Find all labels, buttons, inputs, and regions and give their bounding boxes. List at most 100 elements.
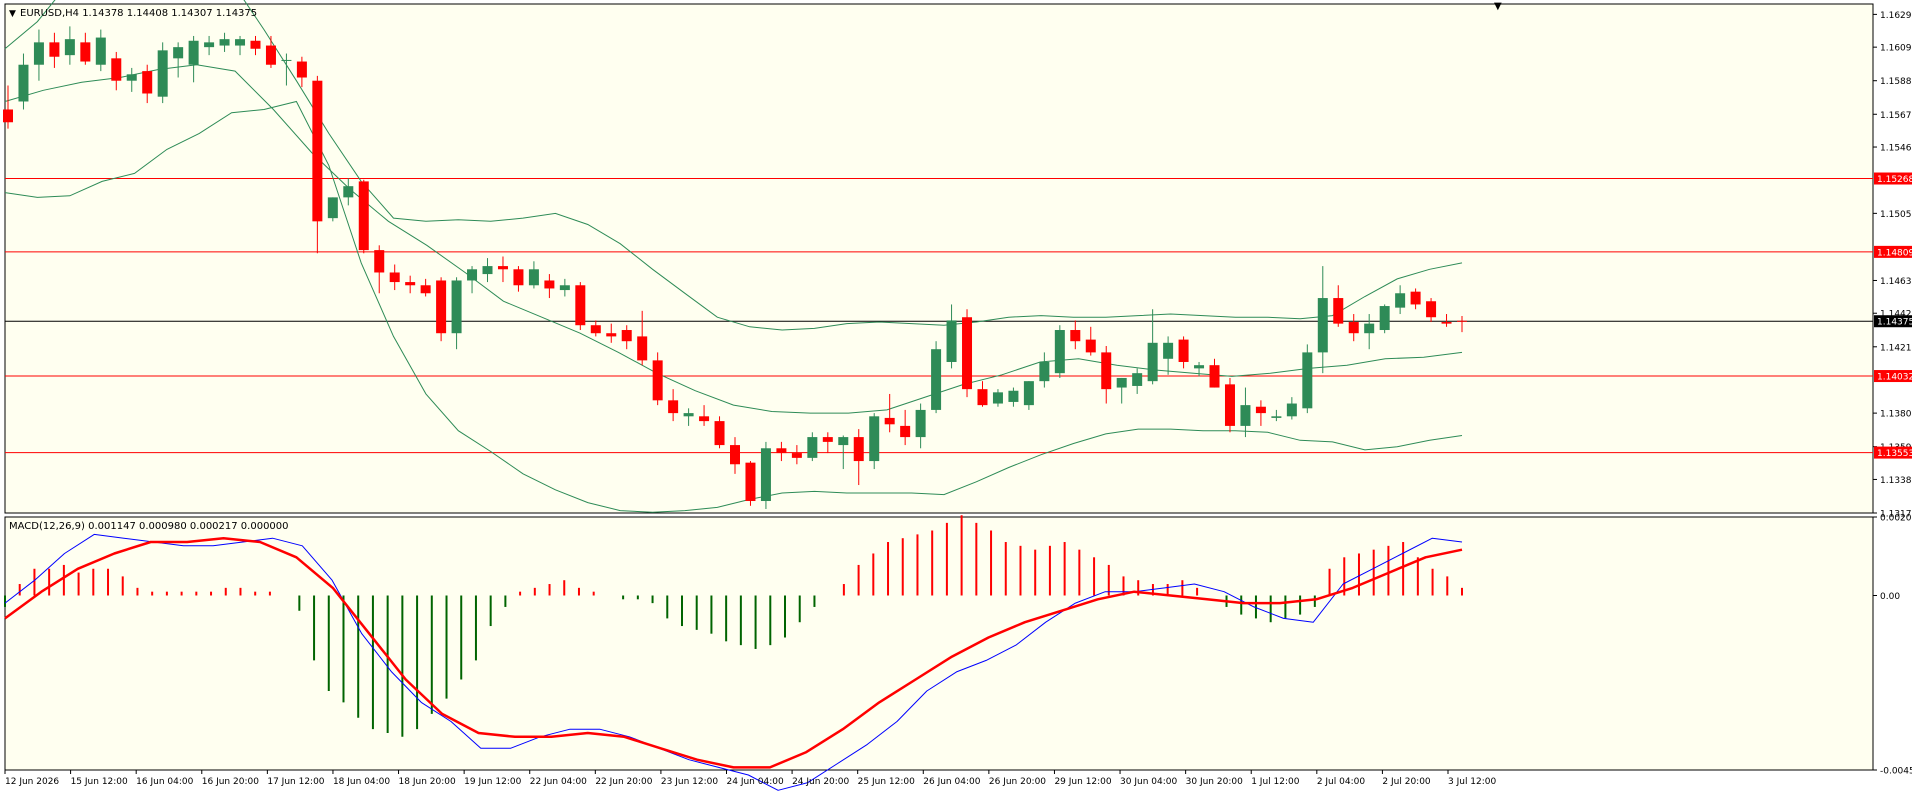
candle — [1163, 336, 1174, 375]
candle-body — [296, 61, 307, 78]
candle — [250, 35, 261, 56]
level-price-label: 1.15268 — [1877, 175, 1912, 185]
candle-body — [358, 181, 369, 251]
candle-body — [1224, 384, 1235, 426]
candle-body — [18, 64, 29, 102]
candle — [420, 278, 431, 297]
time-tick-label: 30 Jun 04:00 — [1120, 777, 1177, 787]
candle — [49, 32, 60, 68]
macd-histogram — [4, 515, 1463, 737]
level-price-tag — [1874, 172, 1912, 185]
candle — [343, 178, 354, 206]
candle-body — [405, 282, 416, 286]
candle — [668, 389, 679, 422]
candle — [1023, 381, 1034, 410]
candle — [1008, 387, 1019, 407]
candle-body — [1163, 342, 1174, 359]
candle-body — [374, 250, 385, 273]
shift-marker-icon[interactable]: ▼ — [1494, 1, 1502, 12]
candle — [1333, 285, 1344, 327]
candle-body — [760, 448, 771, 502]
candle — [838, 435, 849, 470]
candle-body — [1364, 323, 1375, 334]
level-price-label: 1.14032 — [1877, 373, 1912, 383]
candle-body — [962, 317, 973, 390]
candle-body — [1426, 301, 1437, 318]
symbol-header: EURUSD,H4 1.14378 1.14408 1.14307 1.1437… — [20, 8, 257, 19]
candle — [1348, 314, 1359, 342]
candle-body — [884, 417, 895, 425]
candle — [358, 179, 369, 254]
macd-pane[interactable] — [4, 516, 1874, 771]
candle — [807, 432, 818, 462]
candle-body — [683, 413, 694, 417]
candle — [730, 437, 740, 474]
candle — [606, 323, 617, 343]
candle — [900, 409, 911, 446]
candle-body — [436, 280, 447, 334]
candle — [219, 32, 230, 52]
candle-body — [1116, 377, 1127, 388]
candle-body — [126, 74, 137, 81]
candle — [1224, 377, 1235, 433]
candle — [528, 261, 539, 289]
macd-tick-label: 0.002055 — [1880, 514, 1912, 524]
level-price-label: 1.14809 — [1877, 248, 1912, 258]
candle-body — [250, 40, 261, 49]
candle — [374, 245, 385, 294]
candle-body — [699, 416, 710, 422]
candle-body — [807, 437, 818, 458]
time-tick-label: 26 Jun 04:00 — [923, 777, 980, 787]
candle-body — [420, 285, 431, 294]
time-tick-label: 2 Jul 20:00 — [1382, 777, 1431, 787]
candle — [157, 42, 168, 104]
candle-body — [80, 42, 91, 62]
price-tick-label: 1.16090 — [1880, 44, 1912, 54]
window-menu-icon[interactable]: ▼ — [9, 9, 16, 19]
candle — [126, 67, 137, 92]
price-tick-label: 1.15880 — [1880, 77, 1912, 87]
candle — [621, 325, 632, 350]
candle — [188, 35, 199, 83]
time-tick-label: 12 Jun 2026 — [5, 777, 59, 787]
candle — [946, 304, 957, 369]
candle-body — [3, 109, 13, 123]
candle — [1255, 400, 1266, 426]
candle-body — [64, 39, 75, 56]
candle — [590, 320, 601, 337]
level-price-label: 1.13553 — [1877, 449, 1912, 459]
price-tick-label: 1.15670 — [1880, 111, 1912, 121]
candle-body — [544, 280, 555, 289]
candle — [962, 309, 973, 398]
candle-body — [482, 266, 493, 275]
candle — [204, 35, 215, 56]
candle-body — [838, 437, 849, 446]
price-pane[interactable] — [4, 3, 1874, 514]
bollinger-lower-line — [4, 100, 1463, 513]
time-tick-label: 19 Jun 12:00 — [464, 777, 521, 787]
candle-body — [111, 58, 122, 81]
candle — [436, 277, 447, 342]
candle-body — [173, 47, 184, 59]
candle-body — [265, 45, 276, 65]
candle — [142, 64, 153, 104]
candle — [776, 441, 787, 462]
candle — [1039, 352, 1050, 388]
level-price-tag — [1874, 370, 1912, 383]
candle-body — [451, 280, 462, 334]
candle-body — [528, 269, 539, 286]
candle-body — [142, 71, 153, 94]
candle — [853, 429, 864, 486]
candle-body — [235, 39, 246, 46]
candle-body — [513, 269, 524, 286]
candle-body — [1147, 342, 1158, 382]
level-price-tag — [1874, 446, 1912, 459]
candle-body — [1101, 352, 1112, 390]
candle — [1054, 325, 1065, 378]
candle — [64, 26, 75, 65]
candle — [1457, 315, 1467, 333]
price-tick-label: 1.14630 — [1880, 277, 1912, 287]
price-tick-label: 1.15465 — [1880, 144, 1912, 154]
